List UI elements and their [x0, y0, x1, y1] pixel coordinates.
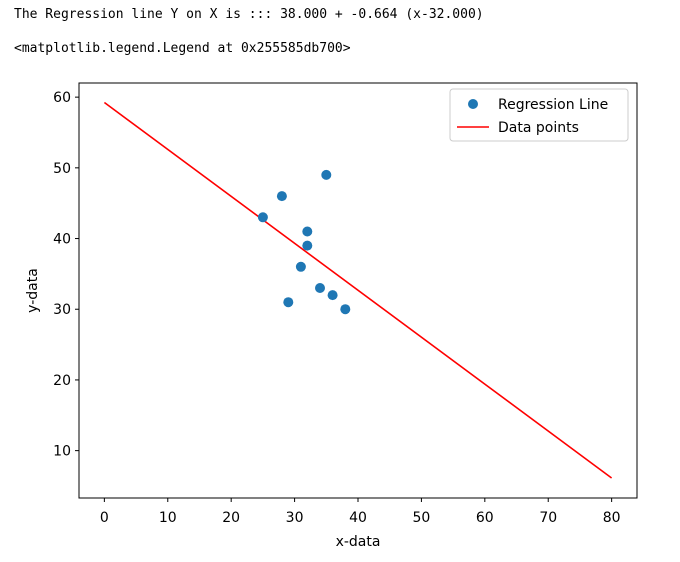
- x-tick-label: 80: [603, 510, 621, 526]
- x-tick-label: 30: [286, 510, 304, 526]
- y-tick-label: 60: [53, 90, 71, 106]
- data-point: [295, 261, 306, 272]
- regression-output-text: The Regression line Y on X is ::: 38.000…: [14, 7, 484, 22]
- y-axis-label: y-data: [25, 268, 41, 313]
- legend-box: [449, 88, 629, 142]
- x-tick-label: 50: [412, 510, 430, 526]
- data-point: [302, 226, 313, 237]
- chart-marks: [103, 101, 613, 479]
- y-tick-label: 20: [53, 373, 71, 389]
- x-axis-label: x-data: [336, 534, 381, 550]
- y-tick-label: 30: [53, 302, 71, 318]
- x-axis-ticks: 0 10 20 30 40 50 60 70 80: [100, 498, 621, 526]
- data-point: [321, 169, 332, 180]
- legend: Regression Line Data points: [449, 88, 629, 142]
- y-tick-label: 50: [53, 161, 71, 177]
- regression-line: [103, 101, 613, 479]
- y-tick-label: 10: [53, 444, 71, 460]
- data-point: [302, 240, 313, 251]
- legend-label-scatter: Regression Line: [498, 97, 608, 113]
- x-tick-label: 60: [476, 510, 494, 526]
- x-tick-label: 0: [100, 510, 109, 526]
- data-point: [283, 297, 294, 308]
- y-tick-label: 40: [53, 232, 71, 248]
- data-point: [327, 290, 338, 301]
- x-tick-label: 40: [349, 510, 367, 526]
- legend-marker-scatter: [468, 99, 478, 109]
- x-tick-label: 10: [159, 510, 177, 526]
- data-point: [257, 212, 268, 223]
- x-tick-label: 70: [539, 510, 557, 526]
- data-point: [276, 191, 287, 202]
- legend-repr-text: <matplotlib.legend.Legend at 0x255585db7…: [14, 41, 351, 56]
- legend-label-line: Data points: [498, 120, 579, 136]
- data-point: [340, 304, 351, 315]
- data-point: [315, 283, 325, 293]
- y-axis-ticks: 10 20 30 40 50 60: [53, 90, 79, 460]
- x-tick-label: 20: [222, 510, 240, 526]
